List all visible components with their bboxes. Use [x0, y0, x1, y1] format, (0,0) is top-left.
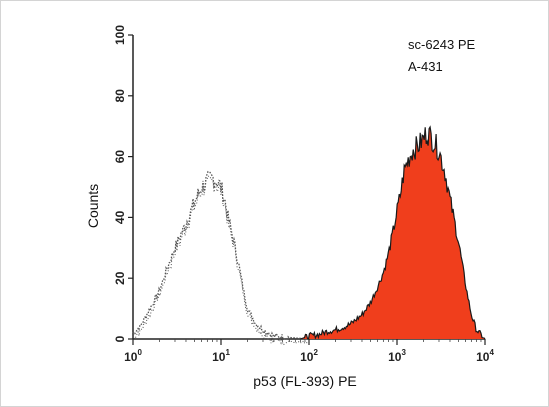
x-tick-labels: 100 101 102 103 104: [124, 348, 494, 364]
x-axis-title: p53 (FL-393) PE: [253, 373, 357, 389]
y-tick-label: 60: [113, 150, 127, 164]
y-tick-label: 100: [113, 25, 127, 45]
x-tick-label: 100: [124, 348, 142, 364]
annotation-antibody: sc-6243 PE: [408, 37, 476, 52]
y-tick-labels: 0 20 40 60 80 100: [113, 25, 127, 343]
y-tick-label: 0: [113, 335, 127, 342]
y-tick-label: 40: [113, 210, 127, 224]
y-tick-label: 80: [113, 89, 127, 103]
control-histogram: [132, 170, 310, 341]
x-tick-label: 104: [476, 348, 494, 364]
y-axis-title: Counts: [85, 184, 101, 228]
x-tick-label: 101: [212, 348, 230, 364]
sample-histogram-fill: [300, 127, 485, 339]
x-tick-label: 102: [300, 348, 318, 364]
sample-histogram-outline: [300, 125, 486, 340]
series-layer: [132, 125, 486, 346]
y-tick-label: 20: [113, 271, 127, 285]
x-tick-label: 103: [388, 348, 406, 364]
annotation-cell-line: A-431: [408, 59, 443, 74]
control-histogram-spread: [132, 175, 310, 346]
